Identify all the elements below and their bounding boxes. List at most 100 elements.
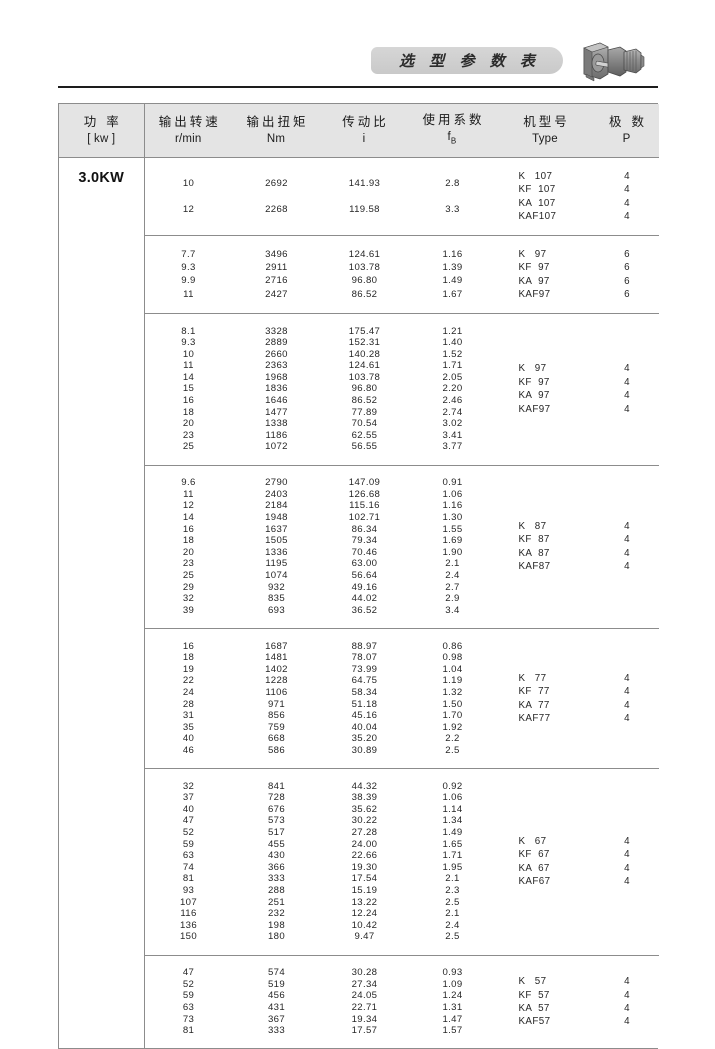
cell-service-factor: 1.70: [442, 710, 463, 722]
cell-ratio: 24.00: [351, 838, 378, 850]
cell-output-speed: 81: [182, 873, 195, 885]
cell-output-torque: 2184: [265, 500, 288, 512]
model-type-cell: K 97 KF 97 KA 97 KAF97: [497, 326, 595, 454]
table-row: 23 1186 62.55 3.41: [145, 430, 660, 442]
cell-service-factor: 1.71: [442, 360, 463, 372]
cell-service-factor: 1.90: [442, 546, 463, 558]
table-row: 15 1836 96.80 2.20: [145, 383, 660, 395]
cell-service-factor: 1.32: [442, 686, 463, 698]
spacer-cell: [409, 301, 497, 313]
cell-service-factor: 0.98: [442, 652, 463, 664]
cell-service-factor: 2.7: [445, 581, 460, 593]
cell-output-speed: 63: [182, 1001, 195, 1013]
cell-ratio: 96.80: [351, 383, 378, 395]
cell-ratio: 86.34: [351, 523, 378, 535]
table-row: 40 676 35.62 1.14: [145, 804, 660, 816]
spacer-cell: [233, 756, 321, 768]
spec-table: 功 率 [ kw ] 输出转速 r/min 输出扭矩 Nm 传动比 i 使用系数: [59, 104, 660, 1049]
cell-service-factor: 2.46: [442, 395, 463, 407]
model-code: KF 97: [518, 376, 550, 388]
cell-service-factor: 3.4: [445, 604, 460, 616]
spec-table-container: 功 率 [ kw ] 输出转速 r/min 输出扭矩 Nm 传动比 i 使用系数: [58, 103, 660, 1049]
cell-output-torque: 2911: [265, 262, 288, 274]
spacer-cell: [233, 629, 321, 641]
cell-output-torque: 430: [267, 850, 286, 862]
cell-service-factor: 1.39: [442, 262, 463, 274]
cell-service-factor: 1.06: [442, 488, 463, 500]
cell-output-torque: 841: [267, 780, 286, 792]
cell-output-speed: 11: [183, 288, 194, 300]
spacer-cell: [409, 956, 497, 968]
table-row: 59 455 24.00 1.65: [145, 839, 660, 851]
model-type-cell: K 67 KF 67 KA 67 KAF67: [497, 781, 595, 943]
cell-service-factor: 1.95: [442, 861, 463, 873]
cell-output-speed: 35: [182, 721, 195, 733]
pole-count-value: 4: [624, 211, 630, 223]
table-row: 11 2363 124.61 1.71: [145, 360, 660, 372]
cell-ratio: 56.55: [351, 441, 378, 453]
spec-group-cell: 16 1687 88.97 0.86 K 77 KF 77 KA 77 KAF77 4 4 4 4 18…: [144, 627, 660, 769]
table-row: 32 835 44.02 2.9: [145, 593, 660, 605]
spec-group-cell: 32 841 44.32 0.92 K 67 KF 67 KA 67 KAF67 4 4 4 4 37 7…: [144, 768, 660, 956]
cell-output-speed: 37: [182, 792, 195, 804]
spacer-cell: [409, 756, 497, 768]
model-code: KA 87: [518, 547, 550, 559]
cell-ratio: 103.78: [348, 371, 381, 383]
header-en-poles: P: [622, 132, 631, 145]
cell-ratio: 19.34: [351, 1013, 378, 1025]
cell-output-speed: 9.3: [181, 262, 196, 274]
cell-output-torque: 728: [267, 792, 286, 804]
pole-count-value: 4: [624, 989, 630, 1001]
cell-output-speed: 9.9: [181, 275, 196, 287]
cell-service-factor: 2.3: [445, 885, 460, 897]
power-rating-label: 3.0KW: [78, 170, 125, 187]
cell-ratio: 147.09: [348, 477, 381, 489]
spec-group-table: 47 574 30.28 0.93 K 57 KF 57 KA 57 KAF57 4 4 4 4 52 5…: [145, 956, 660, 1049]
spacer-cell: [145, 158, 233, 170]
cell-ratio: 9.47: [354, 931, 375, 943]
spacer-cell: [321, 1037, 409, 1049]
cell-ratio: 44.32: [351, 780, 378, 792]
cell-output-torque: 586: [267, 744, 286, 756]
header-en-ratio: i: [362, 132, 366, 145]
cell-service-factor: 1.67: [442, 288, 463, 300]
table-row: 12 2268 119.58 3.3: [145, 197, 660, 224]
cell-output-torque: 455: [267, 838, 286, 850]
spacer-cell: [321, 756, 409, 768]
cell-output-speed: 19: [182, 663, 195, 675]
pole-count-value: 4: [624, 876, 630, 888]
table-row: 16 1637 86.34 1.55: [145, 524, 660, 536]
spacer-cell: [145, 943, 233, 955]
cell-service-factor: 1.14: [442, 803, 463, 815]
table-row: 81 333 17.54 2.1: [145, 873, 660, 885]
spacer-cell: [321, 158, 409, 170]
cell-service-factor: 2.9: [445, 593, 460, 605]
pole-count-value: 4: [624, 672, 630, 684]
spacer-cell: [145, 756, 233, 768]
column-header-service-factor: 使用系数 fB: [408, 104, 496, 159]
spec-group-cell: 10 2692 141.93 2.8 K 107 KF 107 KA 107 KAF107 4 4…: [144, 157, 660, 236]
model-code: K 57: [518, 976, 547, 988]
cell-output-torque: 2403: [265, 488, 288, 500]
spacer-cell: [595, 1037, 660, 1049]
model-code: K 97: [518, 363, 547, 375]
table-row: 24 1106 58.34 1.32: [145, 687, 660, 699]
spacer-cell: [409, 769, 497, 781]
group-spacer: [145, 756, 660, 768]
spacer-cell: [409, 158, 497, 170]
cell-output-torque: 1646: [265, 395, 288, 407]
cell-service-factor: 1.52: [442, 348, 463, 360]
spec-group-row: 3.0KW 10 2692 141.93 2.8 K 107 KF 107 KA 107 KAF…: [59, 157, 660, 1049]
table-row: 150 180 9.47 2.5: [145, 931, 660, 943]
spacer-cell: [409, 943, 497, 955]
cell-output-torque: 180: [267, 931, 286, 943]
table-row: 9.3 2911 103.78 1.39: [145, 261, 660, 274]
spacer-cell: [409, 453, 497, 465]
cell-service-factor: 2.1: [445, 873, 460, 885]
cell-service-factor: 1.57: [442, 1025, 463, 1037]
spacer-cell: [409, 616, 497, 628]
group-spacer: [145, 629, 660, 641]
